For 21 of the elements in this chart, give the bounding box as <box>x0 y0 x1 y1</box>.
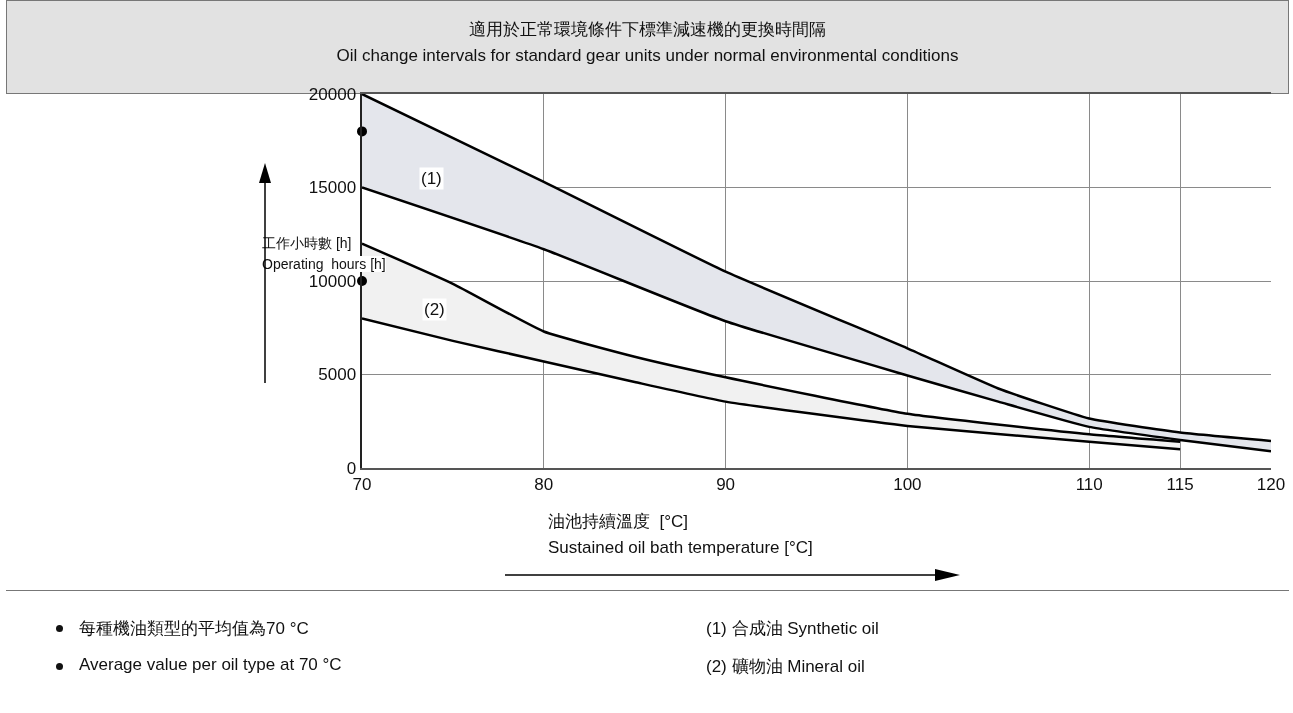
y-tick-label: 0 <box>346 458 357 478</box>
x-tick-label: 120 <box>1256 475 1286 495</box>
x-axis-title: 油池持續溫度 [°C] Sustained oil bath temperature [°C] <box>548 511 813 559</box>
x-tick-label: 80 <box>534 475 554 495</box>
y-tick-label: 5000 <box>318 365 357 385</box>
text: Average value per oil type at 70 °C <box>79 655 342 675</box>
annotation: (1) <box>421 169 442 188</box>
y-tick-label: 10000 <box>308 271 357 291</box>
text: (1) 合成油 Synthetic oil <box>705 618 880 640</box>
x-tick-label: 70 <box>352 475 372 495</box>
line-series <box>362 317 1182 451</box>
x-tick-label: 115 <box>1166 475 1194 495</box>
x-tick-label: 110 <box>1075 475 1103 495</box>
text: 每種機油類型的平均值為70 °C <box>79 618 309 640</box>
chart-subtitle: Oil change intervals for standard gear units under normal environmental conditions <box>336 46 959 65</box>
annotation: (2) <box>424 300 445 319</box>
y-tick-label: 15000 <box>308 178 357 198</box>
x-tick-label: 100 <box>893 475 922 495</box>
x-tick-label: 90 <box>716 475 736 495</box>
chart-title: 適用於正常環境條件下標準減速機的更換時間隔 <box>469 20 826 39</box>
text: (2) 礦物油 Mineral oil <box>705 656 866 678</box>
